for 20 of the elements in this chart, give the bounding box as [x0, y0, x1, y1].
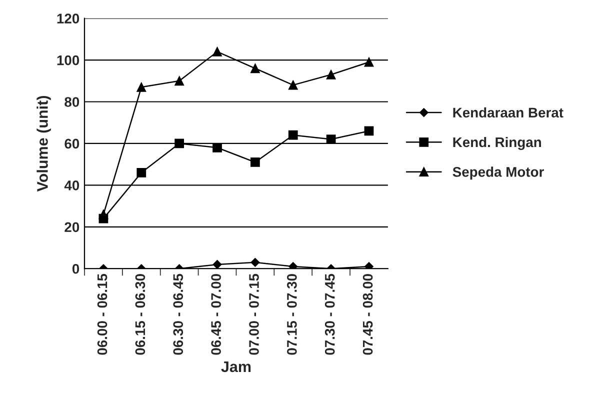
y-tick-label: 40	[64, 180, 80, 190]
y-tick-label: 120	[57, 14, 80, 24]
y-axis-title: Volume (unit)	[36, 96, 51, 192]
y-tick-label: 60	[64, 138, 80, 149]
x-tick-label: 06.00 - 06.15	[97, 274, 108, 355]
x-tick-label: 06.15 - 06.30	[135, 274, 146, 355]
legend-label: Kend. Ringan	[453, 136, 541, 150]
y-tick-label: 100	[57, 55, 80, 66]
y-tick-label: 0	[72, 264, 80, 274]
x-tick-label: 07.15 - 07.30	[287, 274, 297, 355]
legend-label: Kendaraan Berat	[453, 107, 564, 118]
x-tick-label: 07.30 - 07.45	[324, 274, 335, 355]
legend-label: Sepeda Motor	[452, 166, 544, 180]
x-tick-label: 07.00 - 07.15	[249, 274, 259, 355]
x-tick-label: 06.45 - 07.00	[211, 274, 221, 355]
x-tick-label: 07.45 - 08.00	[362, 274, 373, 355]
x-axis-title: Jam	[221, 361, 251, 372]
x-tick-label: 06.30 - 06.45	[173, 274, 184, 355]
y-tick-label: 80	[64, 97, 80, 107]
y-tick-label: 20	[64, 222, 80, 232]
